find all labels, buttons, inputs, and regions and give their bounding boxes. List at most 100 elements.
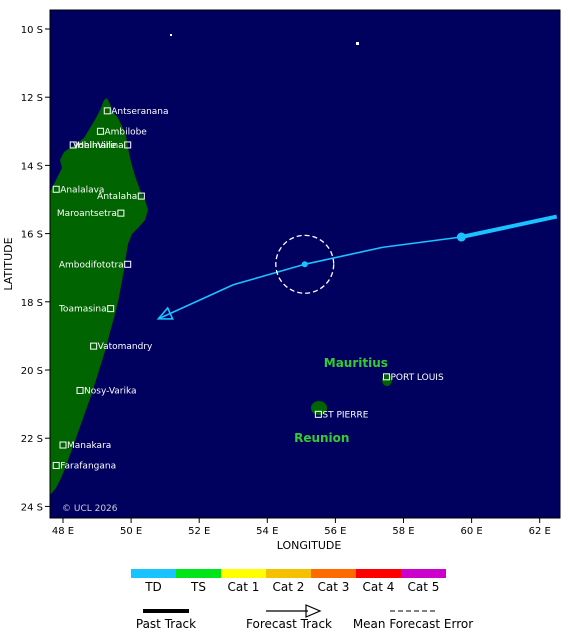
- region-label: Mauritius: [324, 356, 388, 370]
- lat-tick-label: 22 S: [21, 434, 43, 445]
- lat-tick-label: 12 S: [21, 93, 43, 104]
- lon-tick-label: 50 E: [120, 526, 142, 537]
- place-marker: Antalaha: [97, 192, 145, 202]
- forecast-track-label: Forecast Track: [246, 617, 332, 631]
- mean-error-circle: [275, 234, 335, 294]
- category-swatch: [176, 569, 221, 578]
- category-label: Cat 3: [318, 580, 350, 594]
- islet: [170, 34, 172, 36]
- place-square: [96, 127, 104, 135]
- place-label: Nosy-Varika: [84, 386, 137, 396]
- place-square: [137, 192, 145, 200]
- place-marker: Ambodifototra: [59, 260, 132, 270]
- forecast-arrow-head: [156, 306, 174, 320]
- place-label: Ambilobe: [104, 127, 147, 137]
- place-label: PORT LOUIS: [390, 373, 443, 383]
- category-legend-item: TS: [176, 569, 221, 594]
- category-swatch: [356, 569, 401, 578]
- place-label: Maroantsetra: [57, 209, 117, 219]
- place-label: Vatomandry: [98, 342, 153, 352]
- category-label: TD: [144, 580, 162, 594]
- place-square: [107, 305, 115, 313]
- lon-tick-label: 54 E: [256, 526, 278, 537]
- past-track-label: Past Track: [136, 617, 196, 631]
- place-label: Antseranana: [111, 107, 168, 117]
- place-marker: PORT LOUIS: [382, 373, 444, 383]
- place-marker: Antseranana: [103, 107, 169, 117]
- place-marker: Ambilobe: [96, 127, 147, 137]
- place-square: [314, 410, 322, 418]
- place-square: [59, 441, 67, 449]
- category-legend-item: Cat 3: [311, 569, 356, 594]
- place-square: [117, 209, 125, 217]
- place-label: Vohimarina: [73, 141, 124, 151]
- lat-tick-label: 24 S: [21, 502, 43, 513]
- place-marker: Toamasina: [58, 305, 115, 315]
- lat-tick-label: 10 S: [21, 25, 43, 36]
- place-square: [52, 461, 60, 469]
- place-label: Antalaha: [97, 192, 137, 202]
- place-marker: Nosy-Varika: [76, 386, 137, 396]
- past-track-legend: Past Track: [136, 609, 196, 631]
- mean-error-label: Mean Forecast Error: [353, 617, 473, 631]
- category-legend-item: Cat 5: [401, 569, 446, 594]
- category-label: TS: [190, 580, 206, 594]
- place-label: Manakara: [67, 441, 111, 451]
- place-square: [382, 373, 390, 381]
- place-label: Ambodifototra: [59, 260, 124, 270]
- place-marker: Hell-Ville: [69, 141, 117, 151]
- place-square: [76, 386, 84, 394]
- place-label: Farafangana: [60, 461, 116, 471]
- place-marker: Maroantsetra: [57, 209, 125, 219]
- x-axis-title: LONGITUDE: [277, 539, 342, 552]
- category-swatch: [266, 569, 311, 578]
- map-frame: [49, 9, 561, 519]
- category-swatch: [221, 569, 266, 578]
- category-swatch: [131, 569, 176, 578]
- category-label: Cat 1: [228, 580, 260, 594]
- place-square: [52, 185, 60, 193]
- place-label: Hell-Ville: [77, 141, 116, 151]
- place-marker: Manakara: [59, 441, 111, 451]
- category-label: Cat 4: [363, 580, 395, 594]
- place-label: ST PIERRE: [322, 410, 368, 420]
- category-swatch: [401, 569, 446, 578]
- madagascar-landmass: [50, 98, 148, 494]
- place-square: [69, 141, 77, 149]
- current-position-marker: [456, 232, 466, 242]
- category-legend-item: TD: [131, 569, 176, 594]
- past-track-line: [460, 214, 558, 239]
- place-square: [124, 141, 132, 149]
- place-square: [90, 342, 98, 350]
- islet: [356, 42, 359, 45]
- place-square: [103, 107, 111, 115]
- lat-tick-label: 18 S: [21, 298, 43, 309]
- place-label: Analalava: [60, 185, 104, 195]
- lon-tick-label: 62 E: [529, 526, 551, 537]
- category-legend-item: Cat 4: [356, 569, 401, 594]
- place-marker: ST PIERRE: [314, 410, 369, 420]
- region-label: Reunion: [294, 431, 349, 445]
- copyright-text: © UCL 2026: [62, 504, 118, 514]
- place-square: [124, 260, 132, 268]
- lat-tick-label: 16 S: [21, 230, 43, 241]
- category-label: Cat 5: [408, 580, 440, 594]
- lat-tick-label: 20 S: [21, 366, 43, 377]
- category-swatch: [311, 569, 356, 578]
- place-marker: Analalava: [52, 185, 104, 195]
- lon-tick-label: 56 E: [324, 526, 346, 537]
- category-legend-item: Cat 1: [221, 569, 266, 594]
- category-label: Cat 2: [273, 580, 305, 594]
- mean-error-legend: Mean Forecast Error: [353, 610, 473, 631]
- lon-tick-label: 58 E: [392, 526, 414, 537]
- y-axis-title: LATITUDE: [2, 237, 15, 290]
- place-label: Toamasina: [58, 305, 107, 315]
- lon-tick-label: 52 E: [188, 526, 210, 537]
- lon-tick-label: 48 E: [52, 526, 74, 537]
- forecast-track-legend: Forecast Track: [246, 604, 332, 631]
- place-marker: Farafangana: [52, 461, 116, 471]
- forecast-point-marker: [301, 261, 308, 268]
- category-legend-item: Cat 2: [266, 569, 311, 594]
- place-marker: Vatomandry: [90, 342, 153, 352]
